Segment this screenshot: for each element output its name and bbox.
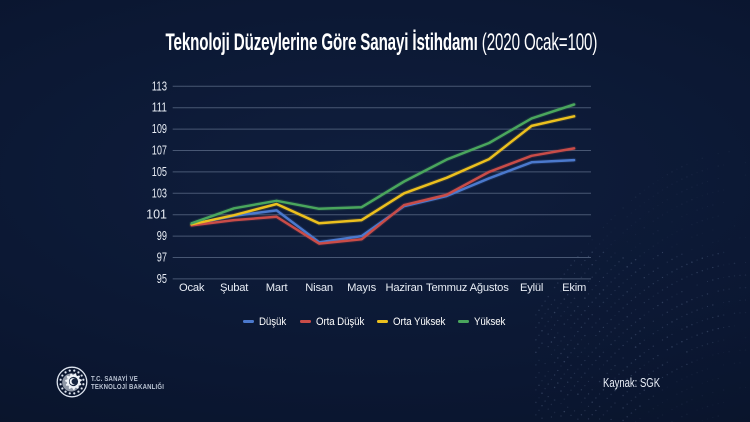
svg-text:101: 101: [146, 208, 167, 222]
svg-text:Mart: Mart: [266, 282, 289, 294]
svg-text:109: 109: [152, 122, 167, 136]
svg-text:99: 99: [157, 229, 167, 243]
svg-text:105: 105: [152, 165, 167, 179]
svg-text:97: 97: [157, 251, 167, 265]
svg-text:103: 103: [152, 186, 167, 200]
svg-text:Ağustos: Ağustos: [470, 282, 510, 294]
svg-text:Haziran: Haziran: [386, 282, 423, 294]
svg-text:Ekim: Ekim: [562, 282, 586, 294]
svg-text:Eylül: Eylül: [520, 282, 543, 294]
svg-text:Ocak: Ocak: [179, 282, 205, 294]
svg-text:Temmuz: Temmuz: [426, 282, 468, 294]
svg-text:95: 95: [157, 272, 167, 286]
svg-text:Mayıs: Mayıs: [347, 282, 376, 294]
svg-text:107: 107: [152, 144, 167, 158]
svg-text:Nisan: Nisan: [305, 282, 333, 294]
svg-text:111: 111: [152, 101, 167, 115]
svg-text:Şubat: Şubat: [220, 282, 249, 294]
svg-text:113: 113: [152, 79, 167, 93]
